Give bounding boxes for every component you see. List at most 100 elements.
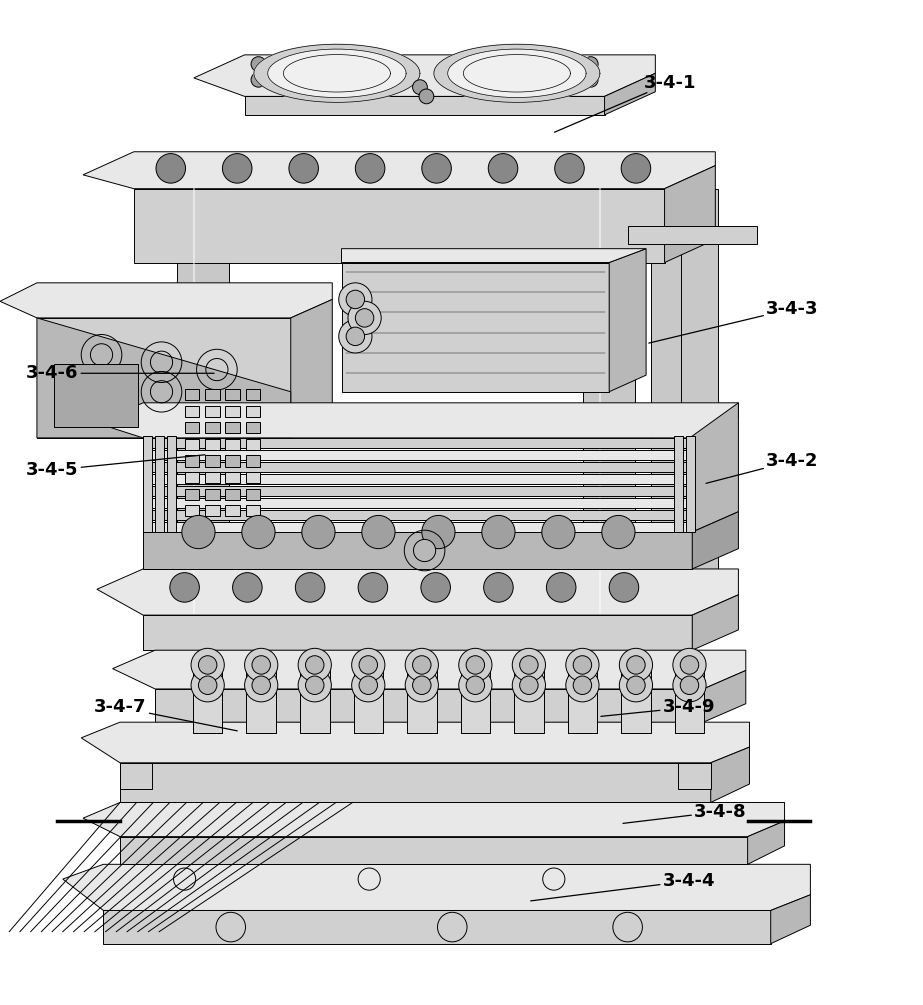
Circle shape — [242, 516, 275, 549]
Polygon shape — [675, 665, 704, 734]
Polygon shape — [461, 685, 490, 734]
Circle shape — [627, 655, 645, 674]
Polygon shape — [771, 894, 810, 944]
Polygon shape — [167, 436, 176, 532]
Polygon shape — [185, 422, 199, 433]
Circle shape — [298, 668, 331, 701]
Circle shape — [245, 648, 278, 681]
Polygon shape — [185, 439, 199, 450]
Polygon shape — [628, 225, 757, 244]
Polygon shape — [143, 522, 692, 532]
Polygon shape — [583, 189, 635, 613]
Circle shape — [362, 516, 395, 549]
Circle shape — [295, 573, 325, 602]
Polygon shape — [300, 685, 330, 734]
Polygon shape — [205, 422, 220, 433]
Polygon shape — [81, 723, 749, 763]
Polygon shape — [205, 472, 220, 483]
Text: 3-4-5: 3-4-5 — [26, 455, 205, 479]
Circle shape — [488, 154, 518, 183]
Circle shape — [355, 309, 374, 328]
Polygon shape — [185, 389, 199, 400]
Polygon shape — [225, 422, 240, 433]
Circle shape — [306, 676, 324, 694]
Polygon shape — [177, 189, 229, 613]
Polygon shape — [245, 96, 605, 115]
Polygon shape — [143, 497, 692, 509]
Polygon shape — [155, 436, 164, 532]
Circle shape — [602, 516, 635, 549]
Circle shape — [512, 648, 545, 681]
Circle shape — [555, 154, 584, 183]
Polygon shape — [97, 569, 738, 615]
Polygon shape — [143, 485, 692, 496]
Circle shape — [573, 676, 592, 694]
Polygon shape — [268, 49, 406, 97]
Text: 3-4-4: 3-4-4 — [531, 872, 715, 900]
Circle shape — [627, 676, 645, 694]
Polygon shape — [97, 403, 738, 438]
Polygon shape — [225, 506, 240, 517]
Circle shape — [413, 79, 427, 94]
Polygon shape — [143, 474, 692, 484]
Circle shape — [359, 676, 378, 694]
Polygon shape — [748, 821, 785, 864]
Polygon shape — [291, 299, 332, 438]
Polygon shape — [354, 665, 383, 734]
Polygon shape — [205, 406, 220, 417]
Polygon shape — [246, 439, 260, 450]
Circle shape — [191, 668, 224, 701]
Polygon shape — [407, 665, 437, 734]
Circle shape — [405, 648, 438, 681]
Polygon shape — [246, 389, 260, 400]
Circle shape — [566, 668, 599, 701]
Circle shape — [422, 154, 451, 183]
Polygon shape — [711, 747, 749, 802]
Circle shape — [419, 89, 434, 104]
Polygon shape — [609, 248, 646, 392]
Polygon shape — [254, 44, 420, 103]
Polygon shape — [143, 462, 692, 472]
Polygon shape — [194, 55, 655, 96]
Circle shape — [680, 676, 699, 694]
Circle shape — [252, 655, 270, 674]
Circle shape — [566, 648, 599, 681]
Circle shape — [459, 668, 492, 701]
Polygon shape — [120, 763, 711, 802]
Text: 3-4-2: 3-4-2 — [706, 452, 819, 483]
Polygon shape — [407, 685, 437, 734]
Circle shape — [352, 668, 385, 701]
Circle shape — [466, 676, 485, 694]
Polygon shape — [143, 450, 692, 460]
Circle shape — [348, 302, 381, 335]
Text: 3-4-7: 3-4-7 — [94, 698, 237, 731]
Polygon shape — [342, 262, 609, 392]
Polygon shape — [120, 836, 748, 864]
Circle shape — [222, 154, 252, 183]
Circle shape — [673, 648, 706, 681]
Circle shape — [233, 573, 262, 602]
Circle shape — [542, 516, 575, 549]
Polygon shape — [246, 455, 260, 466]
Circle shape — [289, 154, 318, 183]
Polygon shape — [246, 665, 276, 734]
Polygon shape — [54, 364, 138, 427]
Polygon shape — [692, 512, 738, 569]
Polygon shape — [665, 166, 715, 262]
Polygon shape — [434, 44, 600, 103]
Polygon shape — [63, 864, 810, 911]
Circle shape — [191, 648, 224, 681]
Circle shape — [170, 573, 199, 602]
Polygon shape — [143, 436, 152, 532]
Polygon shape — [185, 488, 199, 499]
Polygon shape — [686, 436, 695, 532]
Polygon shape — [246, 506, 260, 517]
Circle shape — [583, 56, 598, 71]
Polygon shape — [448, 49, 586, 97]
Circle shape — [673, 668, 706, 701]
Circle shape — [520, 676, 538, 694]
Circle shape — [621, 154, 651, 183]
Circle shape — [245, 668, 278, 701]
Polygon shape — [283, 54, 390, 92]
Polygon shape — [246, 685, 276, 734]
